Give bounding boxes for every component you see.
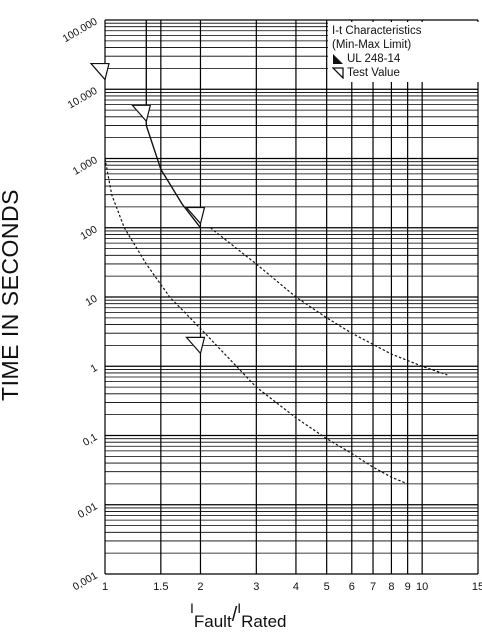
legend-item-ul: UL 248-14 <box>332 52 480 66</box>
y-axis-label: TIME IN SECONDS <box>0 189 23 401</box>
legend-item-ul-label: UL 248-14 <box>347 53 401 65</box>
x-tick-label: 2 <box>197 581 203 593</box>
y-tick-label: 100.000 <box>61 16 100 45</box>
x-tick-label: 1.5 <box>153 581 168 593</box>
filled-triangle-icon <box>333 54 343 64</box>
y-tick-labels: 100.000 10.000 1.000 100 10 1 0,1 0,01 0,001 <box>61 16 100 594</box>
y-tick-label: 1.000 <box>71 154 100 178</box>
legend-item-test-label: Test Value <box>347 67 400 79</box>
x-axis-label: IFault/IRated <box>190 600 350 631</box>
series-line-1 <box>145 20 202 229</box>
x-tick-label: 9 <box>405 581 411 593</box>
x-tick-label: 10 <box>416 581 428 593</box>
open-triangle-icon <box>332 67 344 79</box>
y-tick-label: 0,001 <box>71 570 100 594</box>
chart-markers <box>89 62 206 355</box>
legend-title-line2: (Min-Max Limit) <box>332 39 412 51</box>
x-tick-label: 7 <box>370 581 376 593</box>
legend: I-t Characteristics (Min-Max Limit) UL 2… <box>328 22 482 82</box>
y-tick-label: 10 <box>83 293 99 309</box>
y-tick-label: 100 <box>78 223 99 242</box>
x-tick-label: 1 <box>102 581 108 593</box>
y-tick-label: 10.000 <box>66 85 100 112</box>
test-value-marker <box>185 336 206 355</box>
series-line-2 <box>210 227 448 376</box>
y-tick-label: 1 <box>88 362 99 375</box>
chart-series <box>104 20 448 485</box>
x-label-fault: Fault <box>193 612 232 631</box>
legend-item-test: Test Value <box>332 66 480 80</box>
y-tick-label: 0,01 <box>76 500 100 521</box>
x-tick-label: 5 <box>324 581 330 593</box>
test-value-marker <box>185 206 206 225</box>
y-tick-label: 0,1 <box>81 431 100 449</box>
x-label-slash: / <box>231 604 238 626</box>
x-tick-label: 3 <box>253 581 259 593</box>
x-label-i2: I <box>237 600 242 616</box>
x-label-i1: I <box>190 600 194 616</box>
legend-title-line1: I-t Characteristics <box>332 25 422 37</box>
x-tick-label: 6 <box>349 581 355 593</box>
chart-grid <box>104 19 479 575</box>
x-tick-label: 4 <box>293 581 299 593</box>
series-line-3 <box>104 158 408 485</box>
test-value-marker <box>131 104 152 123</box>
test-value-marker <box>89 62 110 81</box>
x-tick-label: 8 <box>388 581 394 593</box>
x-label-rated: Rated <box>241 612 287 631</box>
x-tick-labels: 1 1.5 2 3 4 5 6 7 8 9 10 15 <box>102 581 482 593</box>
x-tick-label: 15 <box>472 581 482 593</box>
